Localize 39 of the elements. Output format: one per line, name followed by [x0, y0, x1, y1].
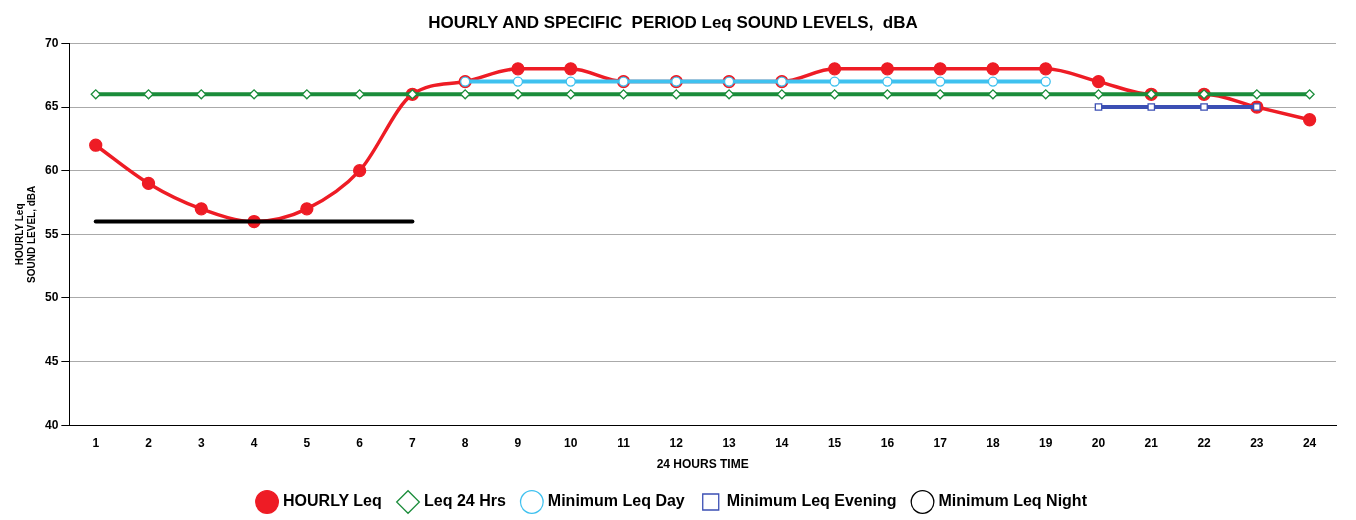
x-tick-label: 16	[880, 435, 895, 450]
x-tick-label: 17	[933, 435, 948, 450]
x-tick-label: 11	[617, 435, 631, 450]
x-tick-label: 22	[1197, 435, 1212, 450]
legend-label: Minimum Leq Evening	[726, 492, 897, 510]
x-tick-label: 13	[722, 435, 737, 450]
x-tick-label: 5	[303, 435, 311, 450]
y-tick-label: 70	[44, 35, 59, 50]
y-axis-title: HOURLY Leq SOUND LEVEL, dBA	[13, 185, 37, 283]
x-tick-label: 1	[92, 435, 100, 450]
x-tick-label: 19	[1039, 435, 1053, 450]
x-tick-label: 20	[1091, 435, 1106, 450]
x-tick-label: 9	[514, 435, 522, 450]
x-tick-label: 23	[1250, 435, 1264, 450]
x-tick-label: 10	[564, 435, 578, 450]
legend-label: Minimum Leq Night	[938, 492, 1088, 510]
x-tick-label: 3	[197, 435, 205, 450]
x-tick-label: 24	[1302, 435, 1317, 450]
x-tick-label: 7	[409, 435, 417, 450]
x-tick-label: 15	[827, 435, 842, 450]
x-axis-title: 24 HOURS TIME	[656, 457, 749, 472]
x-tick-label: 4	[250, 435, 258, 450]
x-tick-label: 2	[145, 435, 153, 450]
y-tick-label: 50	[44, 290, 59, 305]
x-tick-label: 8	[461, 435, 469, 450]
legend-label: Minimum Leq Day	[547, 492, 685, 510]
y-tick-label: 45	[44, 353, 59, 368]
x-tick-label: 6	[356, 435, 364, 450]
legend-label: HOURLY Leq	[283, 492, 382, 510]
x-tick-label: 21	[1144, 435, 1159, 450]
y-tick-label: 55	[44, 226, 59, 241]
chart-title: HOURLY AND SPECIFIC PERIOD Leq SOUND LEVELS, dBA	[428, 12, 918, 32]
x-tick-label: 14	[775, 435, 789, 450]
y-tick-label: 40	[44, 417, 59, 432]
y-tick-label: 65	[44, 99, 59, 114]
y-tick-label: 60	[44, 162, 59, 177]
legend-label: Leq 24 Hrs	[424, 492, 506, 510]
x-tick-label: 18	[986, 435, 1000, 450]
x-tick-label: 12	[669, 435, 684, 450]
